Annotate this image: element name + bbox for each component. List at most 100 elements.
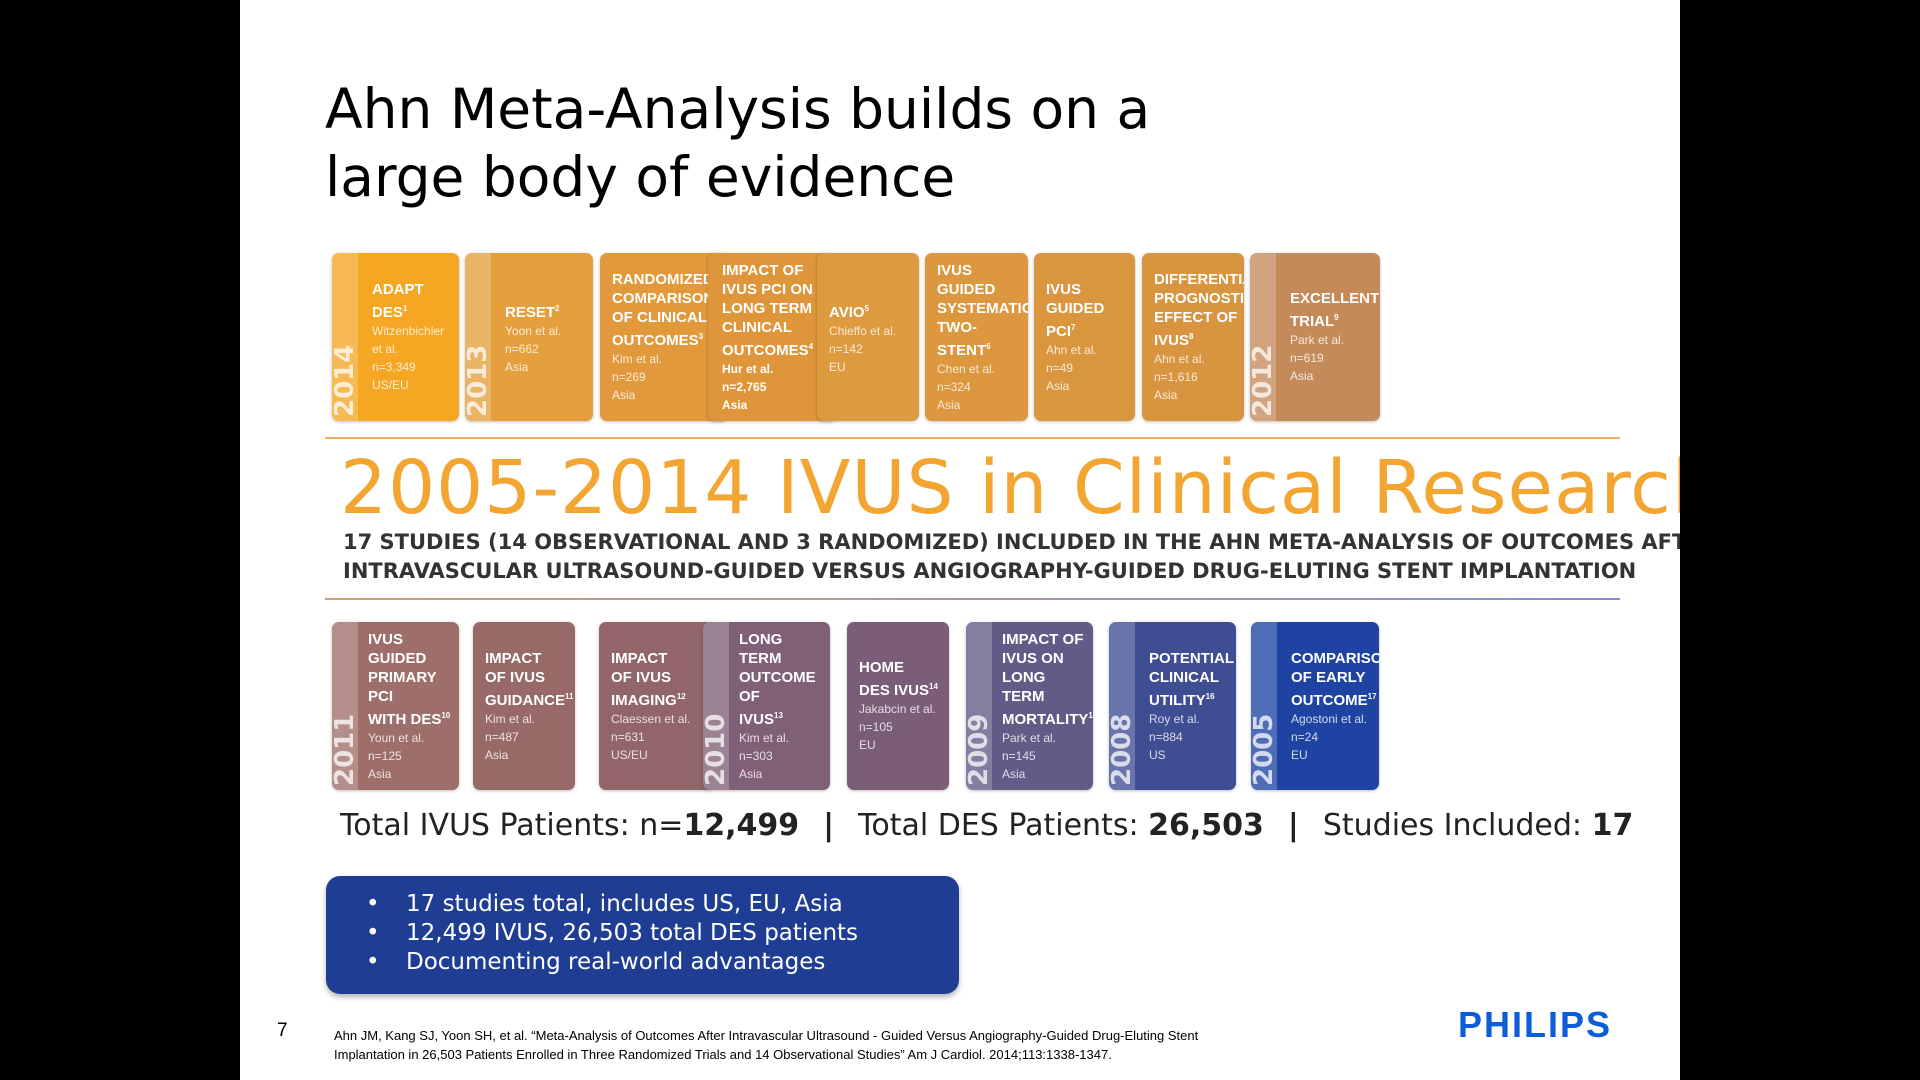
card-year-strip [703,622,729,790]
card-title: AVIO5 [829,303,870,321]
card-author: Yoon et al. [505,323,562,338]
card-author: Witzenbichler et al. [372,324,445,356]
card-title: IVUS Guided PCI7 [1046,280,1105,340]
study-bottom-card: Home DES IVUS14 Jakabcin et al. n=105 EU [847,622,949,790]
card-n: n=303 [739,748,773,763]
title-line-1: Ahn Meta-Analysis builds on a [325,77,1151,141]
card-author: Roy et al. [1149,711,1200,726]
card-title: Impact of IVUS on Long Term Mortality15 [1002,630,1093,729]
study-bottom-card: 2009 Impact of IVUS on Long Term Mortalit… [966,622,1093,790]
card-n: n=631 [611,729,645,744]
card-n: n=145 [1002,748,1036,763]
card-author: Park et al. [1290,333,1345,347]
study-top-card: Randomized Comparison of Clinical Outcom… [600,253,728,421]
card-footnote: 17 [1367,691,1377,701]
studies-included-value: 17 [1591,808,1634,843]
card-region: Asia [485,747,509,762]
card-year: 2014 [332,344,360,417]
study-bottom-card: Impact of IVUS Imaging12 Claessen et al. n… [599,622,714,790]
study-top-card: Differential Prognostic Effect of IVUS8 A… [1142,253,1244,421]
card-title: Excellent Trial9 [1290,290,1380,330]
card-title: Impact of IVUS PCI on Long Term Clinical… [722,261,814,359]
card-author: Kim et al. [739,730,790,745]
study-bottom-card: 2008 Potential Clinical Utility16 Roy et a… [1109,622,1236,790]
title-line-2: large body of evidence [325,145,956,209]
card-n: n=49 [1046,360,1074,375]
card-region: Asia [937,397,961,412]
study-top-card: Impact of IVUS PCI on Long Term Clinical… [708,253,836,421]
card-author: Hur et al. [722,361,774,376]
card-n: n=662 [505,341,539,356]
card-title: RESET2 [505,303,560,321]
card-content: AVIO5 Chieffo et al. n=142 EU [829,253,913,421]
total-ivus: Total IVUS Patients: n=12,499 [340,808,799,843]
card-content: Home DES IVUS14 Jakabcin et al. n=105 EU [859,622,943,790]
card-author: Ahn et al. [1154,352,1205,366]
card-n: n=619 [1290,351,1324,365]
card-n: n=2,765 [722,379,767,394]
card-footnote: 3 [698,332,704,341]
study-top-card: IVUS Guided Systematic Two-Stent6 Chen et… [925,253,1028,421]
card-content: RESET2 Yoon et al. n=662 Asia [505,253,587,421]
card-footnote: 11 [565,691,574,701]
card-title: Comparison of Early Outcome17 [1291,649,1379,709]
card-region: US/EU [372,378,409,392]
summary-box: • 17 studies total, includes US, EU, Asia… [326,876,959,994]
card-footnote: 14 [929,682,938,691]
philips-logo: PHILIPS [1457,1004,1612,1045]
study-bottom-card: 2010 Long Term Outcome of IVUS13 Kim et al… [703,622,830,790]
top-card-row: 2014 Adapt DES1 Witzenbichler et al. n=3,34… [332,253,1615,421]
card-content: IVUS Guided PCI7 Ahn et al. n=49 Asia [1046,253,1129,421]
card-footnote: 4 [808,341,814,351]
card-n: n=125 [368,748,402,763]
card-title: Adapt DES1 [372,281,424,321]
card-year-strip [966,622,992,790]
card-author: Kim et al. [485,711,536,726]
card-region: Asia [368,766,392,781]
card-title: Randomized Comparison of Clinical Outcom… [612,271,715,349]
card-year: 2011 [332,713,360,786]
card-year: 2010 [703,713,731,786]
card-n: n=142 [829,341,863,356]
card-region: Asia [1154,388,1178,402]
card-footnote: 16 [1205,691,1215,701]
card-footnote: 7 [1071,322,1076,332]
card-author: Youn et al. [368,730,425,745]
card-title: IVUS Guided Systematic Two-Stent6 [937,261,1028,359]
summary-list: • 17 studies total, includes US, EU, Asia… [326,876,959,977]
card-content: Differential Prognostic Effect of IVUS8 A… [1154,253,1244,421]
card-title: IVUS Guided Primary PCI with DES10 [368,630,451,728]
reference-line-2: Implantation in 26,503 Patients Enrolled… [334,1047,1112,1062]
study-bottom-card: Impact of IVUS Guidance11 Kim et al. n=487… [473,622,575,790]
card-footnote: 5 [864,303,870,313]
summary-item-text: 17 studies total, includes US, EU, Asia [406,891,843,917]
study-top-card: 2012 Excellent Trial9 Park et al. n=619 Asia [1250,253,1380,421]
card-year: 2005 [1251,713,1279,786]
slide-title: Ahn Meta-Analysis builds on a large body… [325,75,1325,211]
banner-heading: 2005-2014 IVUS in Clinical Research [340,445,1680,531]
card-footnote: 15 [1088,710,1093,720]
card-content: Impact of IVUS Imaging12 Claessen et al. n… [611,622,708,790]
card-title: Impact of IVUS Guidance11 [485,649,574,709]
divider-bottom [325,598,1620,600]
card-title: Home DES IVUS14 [859,659,938,699]
card-year: 2008 [1109,713,1137,786]
total-ivus-value: 12,499 [683,808,800,843]
totals-line: Total IVUS Patients: n=12,499 | Total DE… [340,808,1633,843]
summary-item-text: 12,499 IVUS, 26,503 total DES patients [406,920,859,946]
card-n: n=269 [612,370,646,384]
card-title: Potential Clinical Utility16 [1149,649,1234,709]
summary-item: • Documenting real-world advantages [366,949,826,975]
card-content: Long Term Outcome of IVUS13 Kim et al. n=3… [739,622,824,790]
card-title: Long Term Outcome of IVUS13 [739,630,816,728]
card-year: 2009 [966,713,994,786]
card-region: Asia [722,397,748,412]
card-content: Randomized Comparison of Clinical Outcom… [612,253,722,421]
card-footnote: 1 [402,304,408,313]
card-author: Kim et al. [612,352,663,366]
card-region: EU [829,359,846,374]
total-ivus-label: Total IVUS Patients: n= [340,808,684,843]
card-author: Park et al. [1002,730,1057,745]
study-top-card: AVIO5 Chieffo et al. n=142 EU [817,253,919,421]
card-year-strip [1109,622,1135,790]
